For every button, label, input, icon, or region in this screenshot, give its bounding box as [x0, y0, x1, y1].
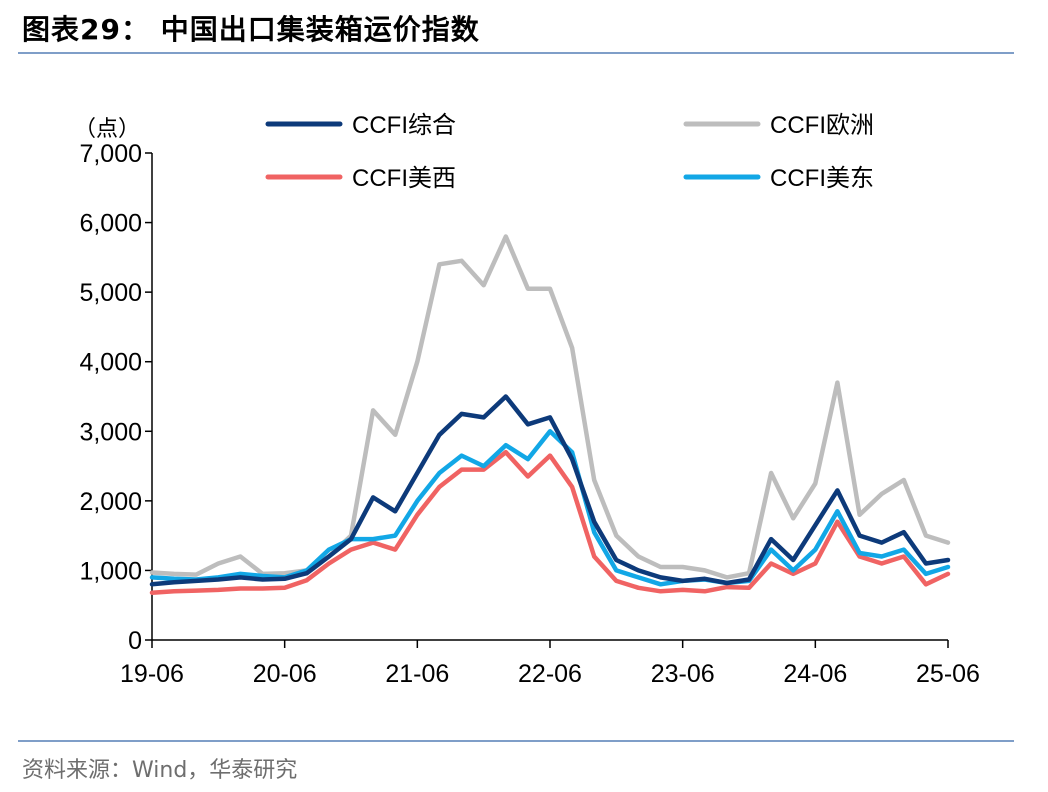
y-axis-label: （点） — [74, 116, 140, 141]
y-tick-label: 6,000 — [79, 210, 142, 238]
legend-label: CCFI美西 — [352, 165, 456, 192]
x-tick-label: 21-06 — [385, 660, 449, 688]
series-line-1 — [149, 234, 951, 580]
series-line-2 — [149, 449, 951, 595]
x-tick-label: 22-06 — [518, 660, 582, 688]
x-tick-label: 23-06 — [651, 660, 715, 688]
x-tick-label: 20-06 — [253, 660, 317, 688]
y-tick-label: 3,000 — [79, 418, 142, 446]
x-tick-label: 24-06 — [783, 660, 847, 688]
y-tick-label: 4,000 — [79, 349, 142, 377]
chart: 0 1,000 2,000 3,000 4,000 5,000 6,000 7,000（点） 1… — [74, 112, 980, 688]
chart-title: 图表29： 中国出口集装箱运价指数 — [22, 13, 480, 46]
chart-legend: CCFI综合 CCFI欧洲 CCFI美西 CCFI美东 — [265, 112, 874, 192]
y-tick-label: 0 — [128, 627, 142, 655]
legend-label: CCFI美东 — [770, 165, 874, 192]
legend-label: CCFI欧洲 — [770, 112, 874, 139]
source-note: 资料来源：Wind，华泰研究 — [22, 758, 298, 783]
chart-lines — [149, 234, 951, 595]
y-tick-label: 1,000 — [79, 557, 142, 585]
top-divider — [18, 52, 1014, 54]
chart-axes: 0 1,000 2,000 3,000 4,000 5,000 6,000 7,000（点） 1… — [74, 116, 980, 688]
series-line-0 — [149, 394, 951, 587]
y-tick-label: 2,000 — [79, 488, 142, 516]
x-tick-label: 25-06 — [916, 660, 980, 688]
bottom-divider — [18, 740, 1014, 742]
y-tick-label: 5,000 — [79, 279, 142, 307]
legend-label: CCFI综合 — [352, 112, 456, 139]
y-tick-label: 7,000 — [79, 140, 142, 168]
x-tick-label: 19-06 — [120, 660, 184, 688]
